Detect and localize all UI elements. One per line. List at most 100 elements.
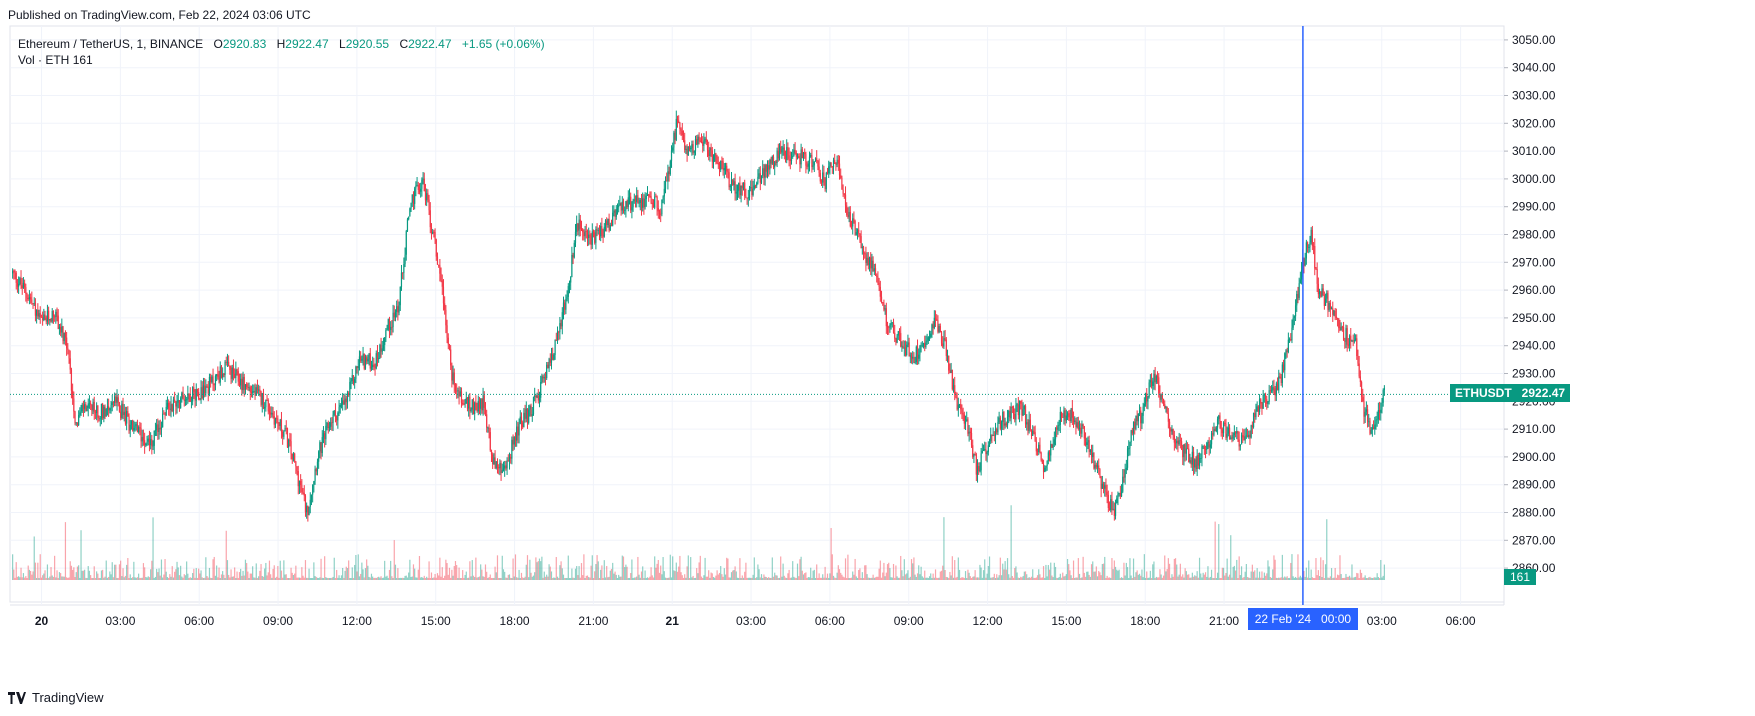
volume-bar: [134, 577, 136, 580]
candle-body: [26, 293, 28, 298]
candle-body: [880, 296, 883, 303]
candle-body: [350, 381, 352, 382]
volume-bar: [976, 577, 979, 580]
candle-body: [388, 319, 391, 331]
volume-bar: [919, 574, 921, 580]
volume-bar: [825, 577, 827, 580]
candle-body: [928, 336, 931, 338]
volume-bar: [711, 573, 713, 580]
volume-bar: [969, 576, 971, 580]
volume-bar: [1076, 577, 1078, 580]
volume-bar: [147, 576, 149, 580]
volume-bar: [96, 571, 98, 580]
volume-bar: [1110, 577, 1112, 580]
candle-body: [680, 129, 682, 131]
footer-brand[interactable]: TradingView: [8, 690, 104, 705]
candle-body: [524, 412, 526, 419]
candle-body: [1260, 399, 1262, 404]
volume-bar: [254, 577, 256, 580]
legend-open-label: O: [213, 37, 223, 51]
candle-body: [1196, 455, 1198, 470]
candle-body: [74, 411, 76, 424]
candle-body: [726, 165, 728, 172]
volume-bar: [1148, 577, 1150, 580]
volume-bar: [1182, 574, 1184, 580]
candle-body: [886, 326, 889, 327]
candle-body: [478, 400, 481, 409]
crosshair-date-badge: 22 Feb '24 00:00: [1247, 608, 1358, 630]
candle-body: [616, 207, 619, 210]
volume-bar: [834, 577, 836, 580]
volume-bar: [201, 577, 203, 580]
candle-body: [952, 385, 955, 390]
volume-bar: [814, 577, 817, 580]
candle-body: [1051, 444, 1053, 448]
volume-bar: [356, 571, 358, 580]
volume-bar: [1183, 577, 1185, 580]
candle-body: [643, 198, 645, 208]
volume-bar: [176, 561, 178, 580]
candle-body: [787, 147, 789, 156]
candle-body: [538, 397, 541, 401]
candle-body: [1075, 420, 1077, 427]
candle-body: [751, 187, 753, 195]
volume-bar: [327, 577, 329, 580]
candle-body: [878, 282, 880, 287]
volume-bar: [624, 567, 626, 580]
candle-body: [362, 353, 364, 359]
candle-body: [609, 224, 611, 231]
volume-bar: [1160, 574, 1162, 580]
volume-bar: [366, 559, 368, 580]
volume-bar: [228, 574, 230, 580]
candle-body: [97, 405, 99, 418]
volume-bar: [1348, 575, 1351, 580]
candle-body: [1322, 288, 1324, 296]
candle-body: [1345, 328, 1347, 342]
volume-bar: [819, 577, 821, 580]
candle-body: [601, 225, 603, 235]
volume-bar: [290, 567, 292, 580]
volume-bar: [1029, 577, 1031, 580]
volume-bar: [1144, 577, 1147, 580]
candle-body: [776, 150, 778, 164]
volume-bar: [864, 565, 866, 580]
candle-body: [102, 404, 104, 419]
volume-bar: [141, 577, 143, 580]
volume-bar: [745, 562, 747, 580]
volume-bar: [1251, 564, 1253, 580]
candle-body: [1144, 393, 1147, 404]
volume-bar: [638, 574, 640, 580]
candle-body: [156, 424, 158, 431]
candle-body: [906, 344, 908, 355]
volume-bar: [924, 570, 926, 580]
volume-bar: [409, 559, 411, 580]
candle-body: [106, 406, 109, 409]
candle-body: [445, 309, 447, 326]
volume-bar: [979, 564, 981, 580]
volume-bar: [1180, 576, 1183, 580]
legend-ohlc: Ethereum / TetherUS, 1, BINANCE O2920.83…: [18, 36, 545, 53]
volume-bar: [205, 557, 207, 580]
volume-bar: [532, 575, 535, 580]
volume-bar: [679, 555, 681, 580]
volume-bar: [325, 577, 327, 580]
volume-bar: [43, 573, 45, 580]
volume-bar: [632, 577, 634, 580]
candle-body: [1054, 427, 1057, 440]
volume-bar: [1005, 569, 1007, 580]
volume-bar: [798, 576, 800, 580]
candle-body: [1191, 451, 1193, 465]
volume-bar: [530, 572, 532, 580]
volume-bar: [492, 577, 494, 580]
volume-bar: [1310, 569, 1312, 580]
candle-body: [655, 196, 657, 198]
volume-bar: [992, 577, 994, 580]
candle-body: [1034, 432, 1036, 442]
volume-bar: [650, 567, 652, 580]
candle-body: [1278, 376, 1280, 391]
volume-bar: [661, 574, 663, 580]
volume-bar: [687, 555, 689, 580]
volume-bar: [333, 557, 335, 580]
candle-body: [810, 154, 812, 157]
